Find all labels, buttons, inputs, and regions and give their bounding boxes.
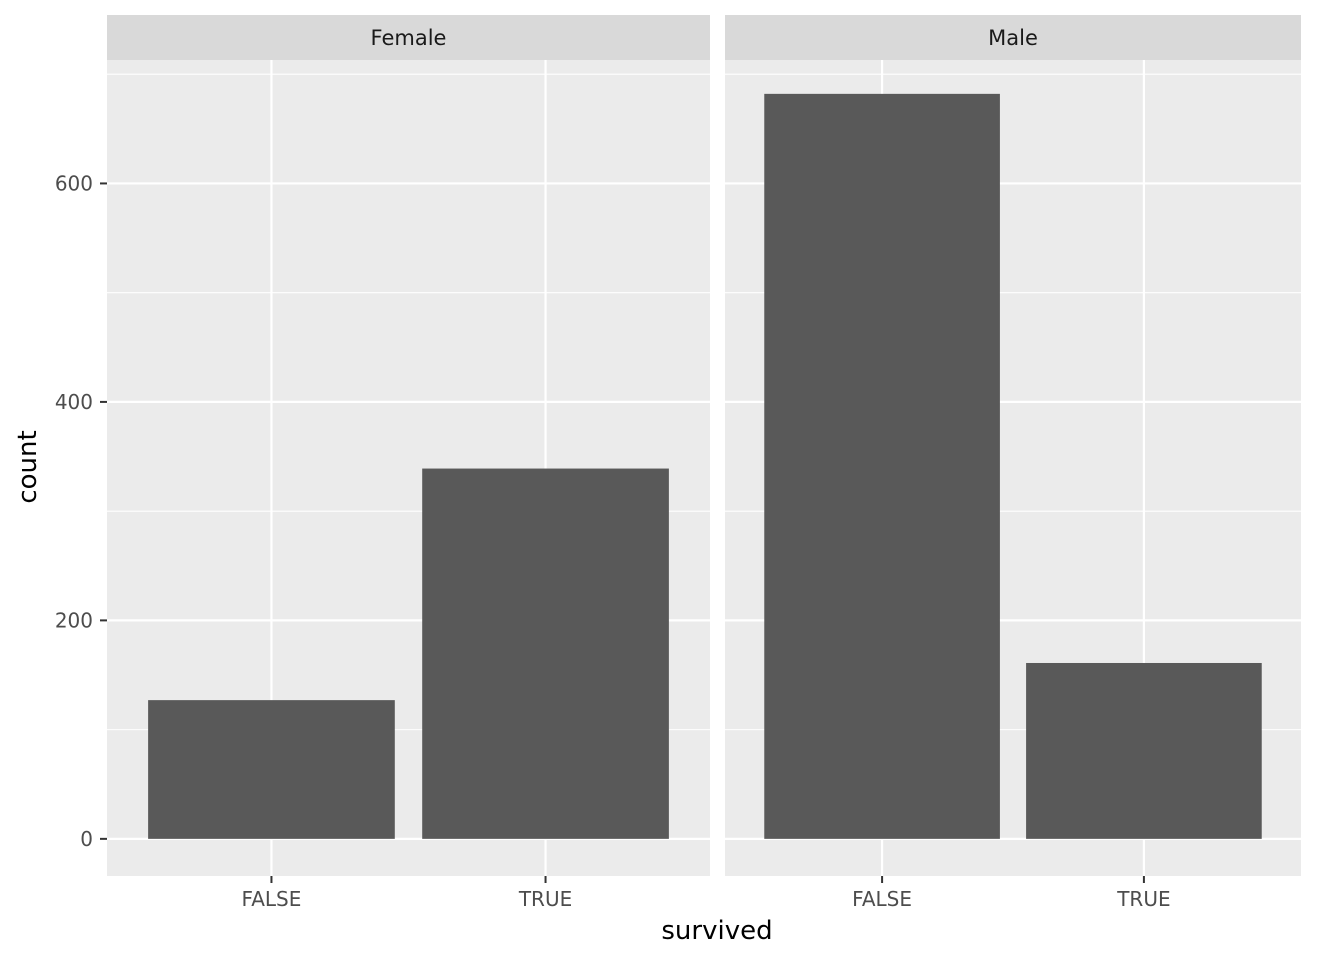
facet-strip [107,15,710,60]
facet-strip [725,15,1301,60]
x-tick-label: FALSE [852,887,912,911]
facet-panel-female: Female FALSE TRUE [107,15,710,911]
y-axis-title: count [13,430,43,503]
bar-male-true [1026,662,1262,839]
y-tick-label: 0 [80,827,93,851]
facet-panel-male: Male FALSE TRUE [725,15,1301,911]
bar-female-false [148,700,395,839]
x-tick-label: FALSE [242,887,302,911]
x-tick-label: TRUE [518,887,572,911]
y-tick-label: 600 [55,171,93,195]
bar-male-false [764,93,1000,839]
y-tick-label: 400 [55,390,93,414]
y-axis: 0 200 400 600 [55,171,107,851]
facet-panels: Female FALSE TRUE Male FALSE TRUE [107,15,1301,911]
facet-strip-label: Female [371,26,447,50]
y-tick-label: 200 [55,608,93,632]
facet-strip-label: Male [988,26,1038,50]
bar-female-true [422,468,669,839]
x-tick-label: TRUE [1116,887,1170,911]
x-axis-title: survived [661,916,772,946]
